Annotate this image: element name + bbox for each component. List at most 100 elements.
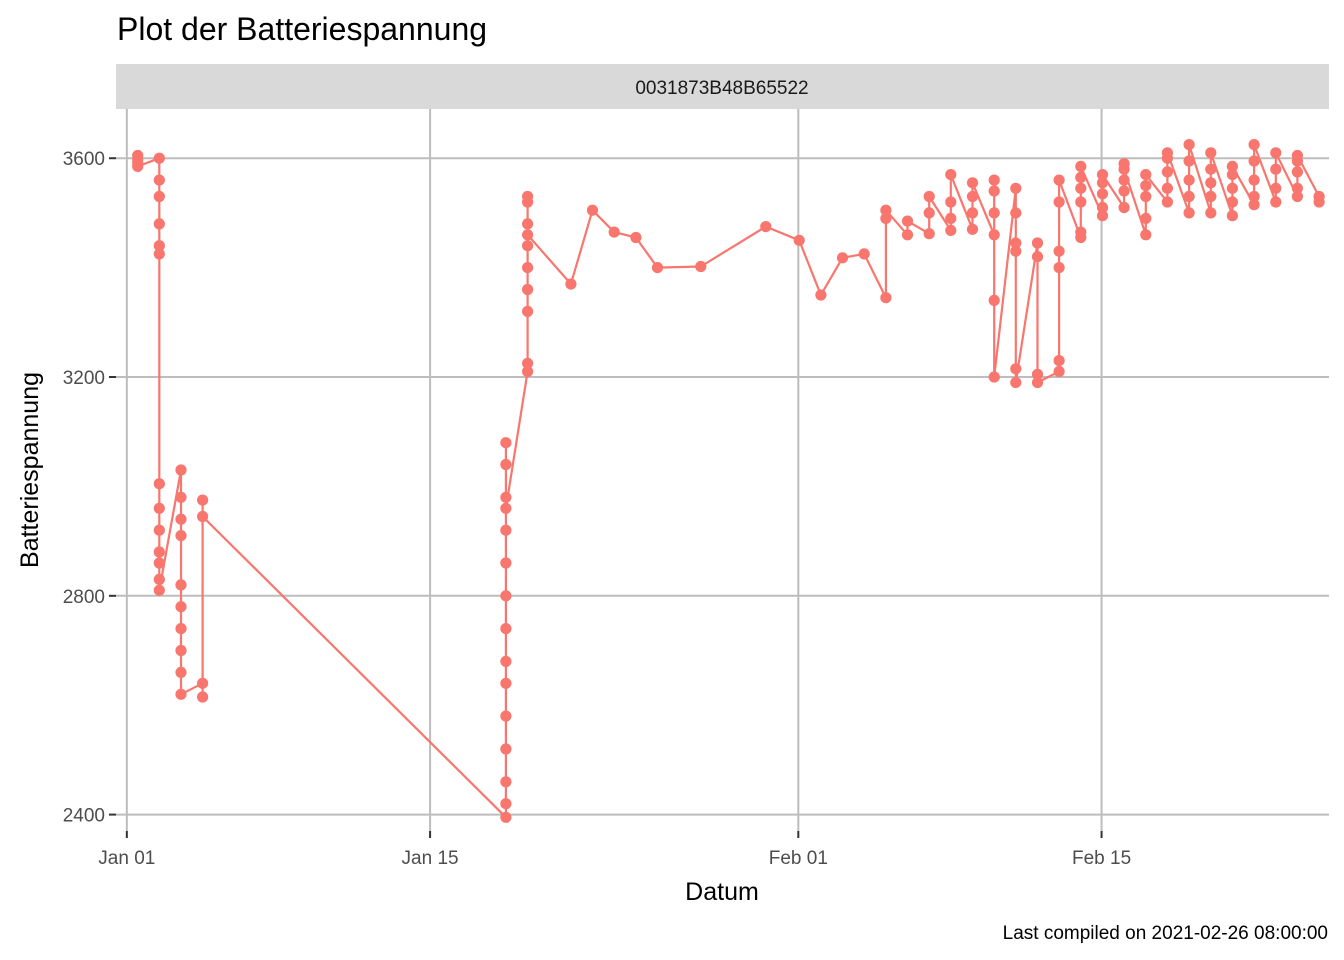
data-point: [1248, 190, 1260, 203]
data-point: [500, 623, 512, 635]
data-point: [175, 530, 187, 542]
data-point: [1161, 182, 1173, 194]
data-point: [1010, 237, 1022, 249]
y-tick-label: 3600: [63, 149, 105, 170]
data-point: [1010, 363, 1022, 375]
data-point: [522, 365, 534, 378]
x-tick-label: Feb 15: [1072, 848, 1131, 869]
data-point: [923, 190, 935, 203]
data-point: [175, 666, 187, 679]
data-point: [1291, 182, 1303, 194]
axes: 2400 2800 3200 3600 Jan 01 Jan 15 Feb 01 Feb 15: [63, 149, 1131, 869]
data-point: [1183, 207, 1195, 219]
data-point: [1118, 201, 1130, 214]
data-point: [1096, 201, 1109, 214]
data-point: [1205, 207, 1217, 219]
data-point: [197, 677, 209, 689]
data-point: [500, 502, 512, 514]
data-point: [1118, 163, 1130, 175]
data-point: [1248, 139, 1260, 151]
data-point: [153, 152, 165, 164]
data-point: [988, 371, 1000, 383]
data-point: [1291, 149, 1303, 162]
data-point: [1053, 365, 1065, 378]
data-point: [1270, 147, 1282, 159]
y-tick-label: 3200: [63, 368, 105, 389]
data-point: [1183, 155, 1195, 167]
data-point: [651, 262, 664, 274]
data-point: [175, 644, 187, 657]
data-point: [945, 212, 957, 224]
data-point: [522, 357, 534, 369]
data-point: [1161, 166, 1173, 178]
data-point: [1205, 147, 1217, 159]
data-point: [1161, 196, 1173, 208]
data-point: [1053, 245, 1065, 257]
data-point: [1140, 212, 1152, 224]
data-point: [966, 177, 979, 189]
data-point: [1010, 376, 1022, 389]
data-point: [1118, 185, 1130, 197]
data-point: [153, 190, 165, 203]
data-point: [522, 229, 534, 241]
data-point: [945, 224, 957, 236]
data-point: [175, 623, 187, 635]
data-point: [500, 491, 512, 503]
data-point: [522, 262, 534, 274]
x-tick-label: Feb 01: [769, 848, 828, 869]
data-point: [630, 231, 642, 244]
data-point: [197, 510, 209, 523]
data-point: [500, 590, 512, 602]
data-point: [1248, 155, 1260, 167]
data-point: [522, 305, 534, 317]
data-point: [153, 524, 165, 536]
data-point: [1226, 160, 1238, 172]
data-point: [500, 437, 512, 449]
series-line: [136, 143, 1321, 819]
data-point: [175, 579, 187, 591]
data-point: [1270, 182, 1282, 194]
data-point: [1053, 355, 1065, 367]
data-point: [1205, 163, 1217, 175]
data-point: [1183, 190, 1195, 203]
data-point: [153, 502, 165, 514]
data-point: [1010, 245, 1022, 257]
data-point: [1031, 368, 1044, 380]
data-point: [923, 207, 935, 219]
data-point: [197, 494, 209, 506]
data-point: [901, 215, 914, 227]
data-point: [1053, 174, 1065, 186]
data-point: [1075, 182, 1087, 194]
data-point: [988, 174, 1000, 186]
y-tick-label: 2800: [63, 587, 105, 608]
data-point: [1291, 190, 1303, 203]
data-point: [1053, 196, 1065, 208]
data-point: [153, 218, 165, 230]
data-point: [966, 207, 979, 219]
grid-lines: [116, 109, 1329, 831]
data-point: [1205, 177, 1217, 189]
data-point: [522, 240, 534, 252]
caption: Last compiled on 2021-02-26 08:00:00: [1003, 923, 1328, 944]
x-tick-label: Jan 01: [98, 848, 155, 869]
data-point: [153, 546, 165, 558]
data-point: [760, 221, 772, 233]
data-point: [1118, 174, 1130, 186]
data-point: [945, 196, 957, 208]
data-point: [1205, 190, 1217, 203]
data-point: [500, 811, 512, 823]
data-point: [1291, 166, 1303, 178]
y-tick-label: 2400: [63, 806, 105, 827]
data-point: [1183, 139, 1195, 151]
data-point: [500, 743, 512, 755]
data-point: [175, 491, 187, 503]
data-point: [1096, 177, 1109, 189]
data-point: [1226, 169, 1238, 181]
data-point: [153, 174, 165, 186]
chart-title: Plot der Batteriespannung: [117, 11, 487, 47]
data-point: [500, 776, 512, 788]
data-point: [153, 573, 165, 586]
data-point: [836, 252, 849, 264]
data-point: [500, 557, 512, 569]
data-point: [1010, 182, 1022, 194]
